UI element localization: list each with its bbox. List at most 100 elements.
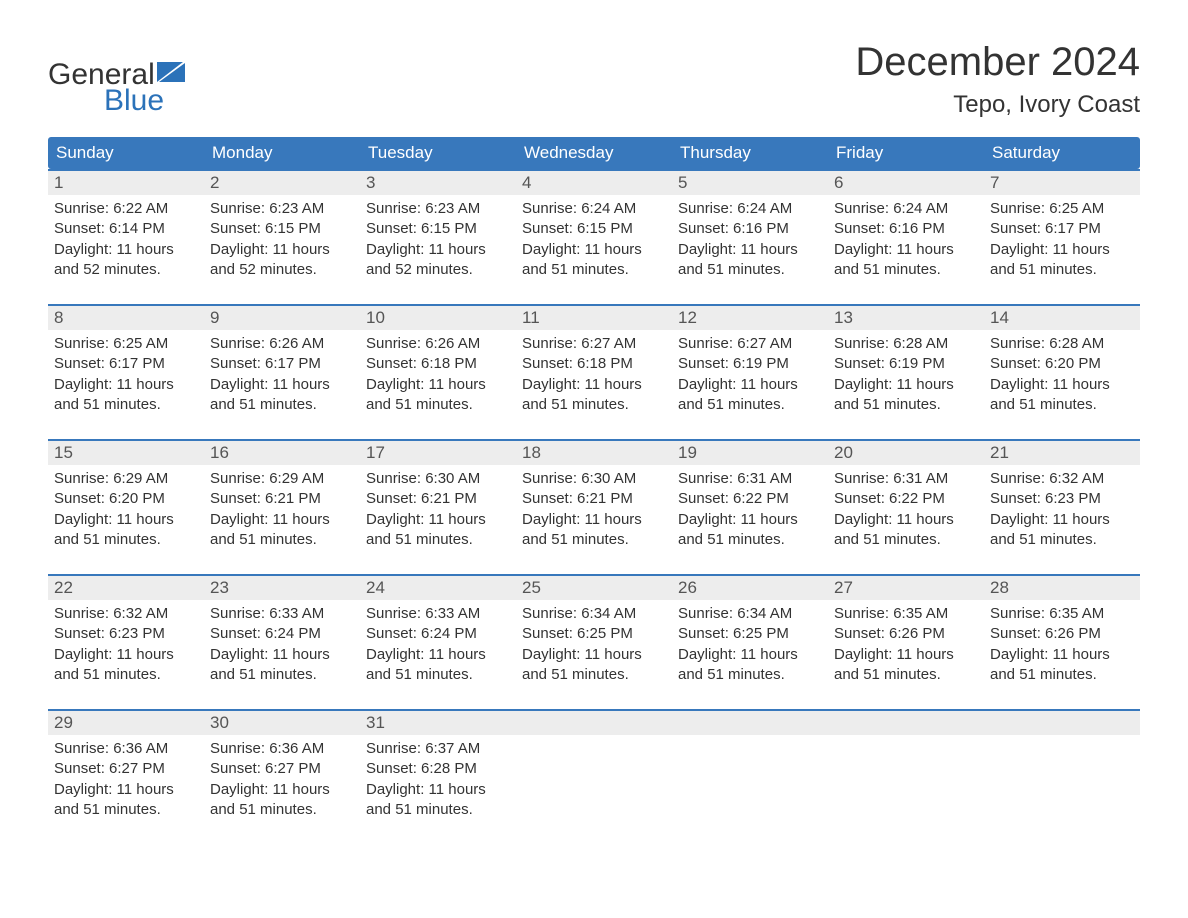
day-number: 23: [204, 576, 360, 600]
day-number: 11: [516, 306, 672, 330]
day-number: 8: [48, 306, 204, 330]
sunrise-text: Sunrise: 6:29 AM: [210, 469, 354, 489]
daylight-text: Daylight: 11 hours and 52 minutes.: [366, 240, 510, 281]
sunrise-text: Sunrise: 6:31 AM: [834, 469, 978, 489]
sunrise-text: Sunrise: 6:36 AM: [210, 739, 354, 759]
daylight-text: Daylight: 11 hours and 51 minutes.: [210, 780, 354, 821]
day-cell: 15Sunrise: 6:29 AMSunset: 6:20 PMDayligh…: [48, 441, 204, 558]
sunset-text: Sunset: 6:17 PM: [210, 354, 354, 374]
day-body: Sunrise: 6:35 AMSunset: 6:26 PMDaylight:…: [828, 600, 984, 693]
day-body: Sunrise: 6:26 AMSunset: 6:17 PMDaylight:…: [204, 330, 360, 423]
day-cell: 3Sunrise: 6:23 AMSunset: 6:15 PMDaylight…: [360, 171, 516, 288]
day-number: 2: [204, 171, 360, 195]
daylight-text: Daylight: 11 hours and 51 minutes.: [54, 645, 198, 686]
day-number: 19: [672, 441, 828, 465]
day-cell: 5Sunrise: 6:24 AMSunset: 6:16 PMDaylight…: [672, 171, 828, 288]
sunrise-text: Sunrise: 6:29 AM: [54, 469, 198, 489]
day-body: Sunrise: 6:36 AMSunset: 6:27 PMDaylight:…: [48, 735, 204, 828]
day-body: [672, 735, 828, 805]
sunrise-text: Sunrise: 6:27 AM: [522, 334, 666, 354]
day-number: 13: [828, 306, 984, 330]
day-body: Sunrise: 6:24 AMSunset: 6:15 PMDaylight:…: [516, 195, 672, 288]
flag-icon: [157, 62, 191, 86]
daylight-text: Daylight: 11 hours and 51 minutes.: [522, 510, 666, 551]
weekday-header: Wednesday: [516, 137, 672, 169]
title-block: December 2024 Tepo, Ivory Coast: [855, 40, 1140, 119]
sunrise-text: Sunrise: 6:24 AM: [834, 199, 978, 219]
sunset-text: Sunset: 6:24 PM: [366, 624, 510, 644]
day-body: Sunrise: 6:24 AMSunset: 6:16 PMDaylight:…: [828, 195, 984, 288]
sunrise-text: Sunrise: 6:25 AM: [54, 334, 198, 354]
sunset-text: Sunset: 6:23 PM: [54, 624, 198, 644]
day-number: 5: [672, 171, 828, 195]
day-cell: 10Sunrise: 6:26 AMSunset: 6:18 PMDayligh…: [360, 306, 516, 423]
daylight-text: Daylight: 11 hours and 51 minutes.: [366, 375, 510, 416]
day-cell: 9Sunrise: 6:26 AMSunset: 6:17 PMDaylight…: [204, 306, 360, 423]
day-number: 21: [984, 441, 1140, 465]
sunset-text: Sunset: 6:20 PM: [54, 489, 198, 509]
day-body: Sunrise: 6:31 AMSunset: 6:22 PMDaylight:…: [828, 465, 984, 558]
daylight-text: Daylight: 11 hours and 51 minutes.: [678, 375, 822, 416]
day-number: 24: [360, 576, 516, 600]
week-row: 15Sunrise: 6:29 AMSunset: 6:20 PMDayligh…: [48, 439, 1140, 558]
day-number: 30: [204, 711, 360, 735]
daylight-text: Daylight: 11 hours and 51 minutes.: [834, 645, 978, 686]
sunrise-text: Sunrise: 6:28 AM: [990, 334, 1134, 354]
sunset-text: Sunset: 6:21 PM: [366, 489, 510, 509]
day-number: 14: [984, 306, 1140, 330]
daylight-text: Daylight: 11 hours and 51 minutes.: [834, 240, 978, 281]
sunrise-text: Sunrise: 6:35 AM: [834, 604, 978, 624]
day-body: Sunrise: 6:34 AMSunset: 6:25 PMDaylight:…: [672, 600, 828, 693]
day-cell: 25Sunrise: 6:34 AMSunset: 6:25 PMDayligh…: [516, 576, 672, 693]
logo: General Blue: [48, 40, 191, 116]
daylight-text: Daylight: 11 hours and 51 minutes.: [522, 240, 666, 281]
day-body: Sunrise: 6:23 AMSunset: 6:15 PMDaylight:…: [204, 195, 360, 288]
day-cell: 1Sunrise: 6:22 AMSunset: 6:14 PMDaylight…: [48, 171, 204, 288]
day-cell: [828, 711, 984, 828]
sunrise-text: Sunrise: 6:25 AM: [990, 199, 1134, 219]
sunrise-text: Sunrise: 6:37 AM: [366, 739, 510, 759]
day-body: Sunrise: 6:22 AMSunset: 6:14 PMDaylight:…: [48, 195, 204, 288]
sunset-text: Sunset: 6:15 PM: [366, 219, 510, 239]
day-number: 28: [984, 576, 1140, 600]
day-number: 31: [360, 711, 516, 735]
day-body: Sunrise: 6:32 AMSunset: 6:23 PMDaylight:…: [48, 600, 204, 693]
sunset-text: Sunset: 6:18 PM: [522, 354, 666, 374]
sunrise-text: Sunrise: 6:24 AM: [678, 199, 822, 219]
month-title: December 2024: [855, 40, 1140, 85]
weekday-header: Tuesday: [360, 137, 516, 169]
day-number: 4: [516, 171, 672, 195]
day-body: Sunrise: 6:29 AMSunset: 6:20 PMDaylight:…: [48, 465, 204, 558]
day-cell: 6Sunrise: 6:24 AMSunset: 6:16 PMDaylight…: [828, 171, 984, 288]
week-row: 8Sunrise: 6:25 AMSunset: 6:17 PMDaylight…: [48, 304, 1140, 423]
weekday-header: Sunday: [48, 137, 204, 169]
sunrise-text: Sunrise: 6:28 AM: [834, 334, 978, 354]
sunset-text: Sunset: 6:22 PM: [834, 489, 978, 509]
day-cell: 27Sunrise: 6:35 AMSunset: 6:26 PMDayligh…: [828, 576, 984, 693]
day-body: Sunrise: 6:24 AMSunset: 6:16 PMDaylight:…: [672, 195, 828, 288]
daylight-text: Daylight: 11 hours and 51 minutes.: [210, 645, 354, 686]
daylight-text: Daylight: 11 hours and 51 minutes.: [678, 510, 822, 551]
daylight-text: Daylight: 11 hours and 51 minutes.: [990, 240, 1134, 281]
day-cell: [984, 711, 1140, 828]
sunrise-text: Sunrise: 6:32 AM: [54, 604, 198, 624]
day-body: Sunrise: 6:33 AMSunset: 6:24 PMDaylight:…: [204, 600, 360, 693]
day-number: [828, 711, 984, 735]
daylight-text: Daylight: 11 hours and 51 minutes.: [990, 510, 1134, 551]
daylight-text: Daylight: 11 hours and 51 minutes.: [210, 375, 354, 416]
sunset-text: Sunset: 6:21 PM: [522, 489, 666, 509]
daylight-text: Daylight: 11 hours and 51 minutes.: [990, 375, 1134, 416]
sunset-text: Sunset: 6:21 PM: [210, 489, 354, 509]
daylight-text: Daylight: 11 hours and 51 minutes.: [54, 375, 198, 416]
day-body: [516, 735, 672, 805]
day-body: Sunrise: 6:30 AMSunset: 6:21 PMDaylight:…: [516, 465, 672, 558]
day-number: 22: [48, 576, 204, 600]
daylight-text: Daylight: 11 hours and 52 minutes.: [210, 240, 354, 281]
day-body: Sunrise: 6:26 AMSunset: 6:18 PMDaylight:…: [360, 330, 516, 423]
day-cell: 21Sunrise: 6:32 AMSunset: 6:23 PMDayligh…: [984, 441, 1140, 558]
sunset-text: Sunset: 6:17 PM: [990, 219, 1134, 239]
day-number: 12: [672, 306, 828, 330]
weekday-header: Monday: [204, 137, 360, 169]
sunrise-text: Sunrise: 6:22 AM: [54, 199, 198, 219]
day-body: Sunrise: 6:33 AMSunset: 6:24 PMDaylight:…: [360, 600, 516, 693]
